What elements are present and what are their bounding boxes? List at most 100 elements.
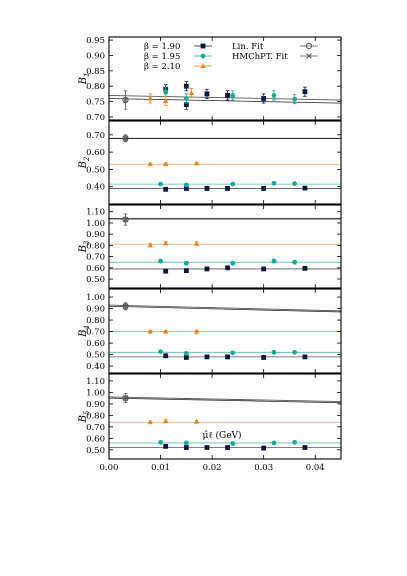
b4-s0-point-5 <box>302 354 308 360</box>
b3-s1-point-4 <box>292 259 297 265</box>
b4-lin-fit-line <box>108 304 342 312</box>
b5-hmchpt-fit-line <box>108 397 342 404</box>
b4-s1-point-2 <box>230 350 236 356</box>
b3-ytick-label-6: 1.10 <box>86 208 105 218</box>
b4-s1-point-3 <box>271 349 277 355</box>
b3-frame <box>108 204 342 289</box>
b1-s1-point-1 <box>183 96 189 101</box>
b1-s2-point-2 <box>188 90 195 95</box>
b3-y-axis-label: B3 <box>78 240 91 253</box>
b5-s3-point-0 <box>122 395 129 402</box>
b4-s1-point-1 <box>183 351 189 356</box>
b5-s2-point-2 <box>193 418 200 424</box>
b1-s1-point-3 <box>271 93 277 98</box>
b3-s3-point-0 <box>122 216 129 223</box>
b2-frame <box>108 120 342 205</box>
b1-lin-fit-line <box>108 94 342 101</box>
b3-s1-point-2 <box>230 260 236 266</box>
b2-ytick-label-0: 0.40 <box>86 183 105 193</box>
b4-ytick-label-4: 0.80 <box>86 316 105 326</box>
b5-ytick-label-5: 1.00 <box>86 388 105 398</box>
b5-s1-point-3 <box>271 440 277 446</box>
b1-s1-point-2 <box>230 93 236 98</box>
b5-ytick-label-0: 0.50 <box>86 446 105 456</box>
b5-xtick-label-0: 0.00 <box>100 463 119 473</box>
legend-label-3: Lin. Fit <box>232 42 264 52</box>
b5-frame <box>108 373 342 460</box>
b5-s1-point-4 <box>292 439 297 445</box>
b3-s0-point-0 <box>163 268 169 274</box>
b1-s0-point-5 <box>261 96 267 101</box>
b5-s1-point-0 <box>158 439 163 445</box>
b1-s2-point-0 <box>147 95 153 101</box>
panels: 0.700.750.800.850.900.95B10.400.500.600.… <box>78 36 342 473</box>
b3-s2-point-1 <box>163 240 169 246</box>
b2-s2-point-0 <box>147 161 153 167</box>
b4-y-axis-label: B4 <box>78 325 91 338</box>
b4-s1-point-4 <box>292 349 297 355</box>
b4-ytick-label-1: 0.50 <box>86 351 105 361</box>
b4-s0-point-1 <box>183 355 189 360</box>
b4-s0-point-3 <box>225 354 230 360</box>
b4-frame <box>108 288 342 374</box>
b2-s0-point-3 <box>225 186 230 191</box>
b1-ytick-label-2: 0.80 <box>86 82 105 92</box>
b3-ytick-label-4: 0.90 <box>86 230 105 240</box>
b3-s3-cross-0 <box>122 216 129 223</box>
b4-ytick-label-6: 1.00 <box>86 293 105 303</box>
b1-ytick-label-1: 0.75 <box>86 98 105 108</box>
b5-s1-point-2 <box>230 441 236 446</box>
b5-s0-point-5 <box>302 445 308 450</box>
x-axis-label: μ̂ℓ (GeV) <box>202 430 241 441</box>
b5-s0-point-4 <box>261 445 267 451</box>
legend-label-0: β = 1.90 <box>144 42 180 52</box>
b1-s0-point-3 <box>204 91 210 97</box>
b3-ytick-label-0: 0.50 <box>86 275 105 285</box>
b5-xtick-label-3: 0.03 <box>254 463 273 473</box>
b5-ytick-label-2: 0.70 <box>86 423 105 433</box>
b2-s0-point-1 <box>183 186 189 191</box>
b3-s0-point-4 <box>261 266 267 272</box>
b5-y-axis-label: B5 <box>78 410 91 423</box>
legend: β = 1.90β = 1.95β = 2.10 Lin. FitHMChPT. … <box>144 42 318 72</box>
legend-marker-0 <box>200 43 206 49</box>
b3-s1-point-0 <box>158 258 163 264</box>
legend-label-2: β = 2.10 <box>144 62 180 72</box>
b2-ytick-label-2: 0.60 <box>86 148 105 158</box>
legend-marker-3 <box>305 42 313 50</box>
legend-marker-2 <box>200 63 206 68</box>
b1-s2-point-1 <box>163 98 169 103</box>
panel-b3: 0.500.600.70 0.800.901.001.10 B3 <box>78 204 342 289</box>
b5-xtick-label-1: 0.01 <box>151 463 170 473</box>
b2-s2-point-2 <box>193 160 200 166</box>
b5-ytick-label-6: 1.10 <box>86 377 105 387</box>
b3-ytick-label-5: 1.00 <box>86 219 105 229</box>
b2-s0-point-2 <box>204 186 210 191</box>
b3-s1-point-1 <box>183 260 189 266</box>
b4-s1-point-0 <box>158 349 163 355</box>
b4-s2-point-2 <box>193 328 200 334</box>
b2-s3-cross-0 <box>122 135 129 142</box>
b1-s3-cross-0 <box>122 97 129 103</box>
b2-s0-point-0 <box>163 186 169 192</box>
b1-frame <box>108 36 342 121</box>
b2-ytick-label-3: 0.70 <box>86 131 105 141</box>
b3-ytick-label-2: 0.70 <box>86 253 105 263</box>
b1-ytick-label-5: 0.95 <box>86 36 105 46</box>
legend-marker-4 <box>306 53 312 59</box>
b2-s1-point-4 <box>292 181 297 186</box>
b2-s1-point-3 <box>271 180 277 186</box>
b3-s1-point-3 <box>271 258 277 264</box>
b5-ytick-label-3: 0.80 <box>86 411 105 421</box>
panel-b1: 0.70 0.75 0.80 0.85 0.90 0.95 B1 <box>78 36 342 123</box>
b2-s1-point-2 <box>230 181 236 187</box>
b4-s2-point-0 <box>147 328 153 334</box>
b2-s1-point-1 <box>183 182 189 188</box>
b2-s0-point-5 <box>302 185 308 191</box>
b3-s0-point-3 <box>225 265 230 271</box>
legend-label-4: HMChPT. Fit <box>232 52 288 62</box>
panel-b2: 0.40 0.50 0.60 0.70 B2 <box>78 120 342 205</box>
b5-s0-point-0 <box>163 443 169 449</box>
b3-s2-point-2 <box>193 240 200 246</box>
